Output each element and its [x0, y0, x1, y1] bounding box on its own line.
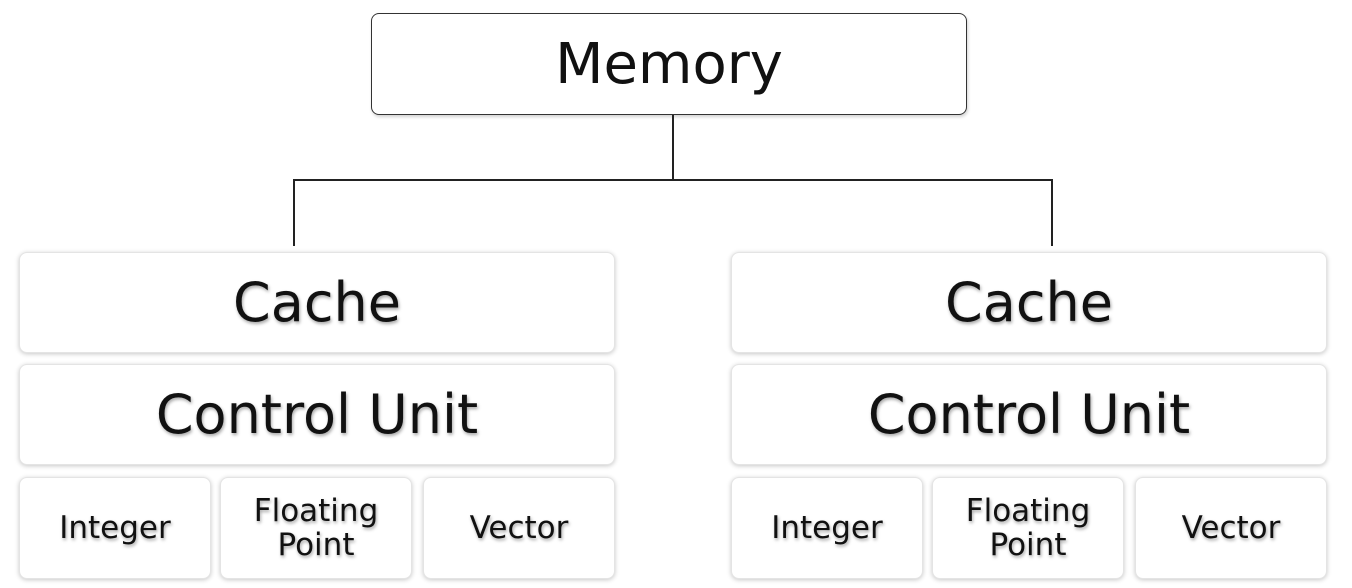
connector-right-down	[1051, 179, 1053, 246]
left-floating-point-unit: Floating Point	[220, 477, 412, 579]
right-control-unit-label: Control Unit	[867, 383, 1191, 446]
right-cache-label: Cache	[945, 271, 1113, 334]
right-integer-label: Integer	[771, 510, 883, 546]
left-vector-label: Vector	[469, 510, 569, 546]
right-floating-point-unit: Floating Point	[932, 477, 1124, 579]
right-vector-label: Vector	[1181, 510, 1281, 546]
left-cache-block: Cache	[19, 252, 615, 353]
right-cache-block: Cache	[731, 252, 1327, 353]
right-vector-unit: Vector	[1135, 477, 1327, 579]
left-vector-unit: Vector	[423, 477, 615, 579]
left-integer-label: Integer	[59, 510, 171, 546]
connector-memory-down	[672, 115, 674, 181]
left-integer-unit: Integer	[19, 477, 211, 579]
right-integer-unit: Integer	[731, 477, 923, 579]
right-floating-point-label: Floating Point	[965, 493, 1091, 563]
left-floating-point-label: Floating Point	[253, 493, 379, 563]
left-cache-label: Cache	[233, 271, 401, 334]
left-control-unit-label: Control Unit	[155, 383, 479, 446]
right-control-unit-block: Control Unit	[731, 364, 1327, 465]
connector-horizontal	[293, 179, 1053, 181]
memory-label: Memory	[555, 31, 783, 97]
left-control-unit-block: Control Unit	[19, 364, 615, 465]
memory-box: Memory	[371, 13, 967, 115]
connector-left-down	[293, 179, 295, 246]
